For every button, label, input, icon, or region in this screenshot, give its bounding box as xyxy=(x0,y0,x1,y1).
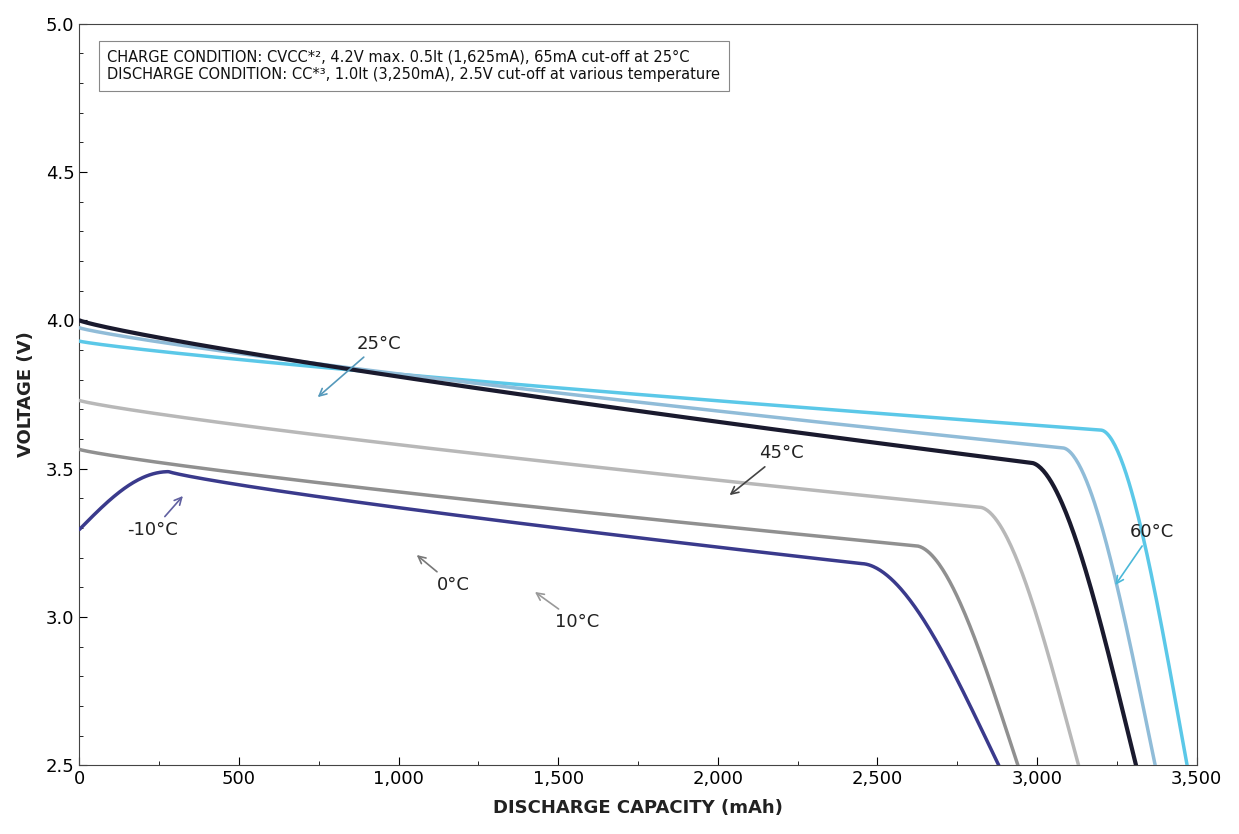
Text: 0°C: 0°C xyxy=(418,556,470,595)
Text: 45°C: 45°C xyxy=(731,445,804,494)
Text: CHARGE CONDITION: CVCC*², 4.2V max. 0.5lt (1,625mA), 65mA cut-off at 25°C
DISCHA: CHARGE CONDITION: CVCC*², 4.2V max. 0.5l… xyxy=(108,50,720,82)
Text: 25°C: 25°C xyxy=(320,334,401,396)
X-axis label: DISCHARGE CAPACITY (mAh): DISCHARGE CAPACITY (mAh) xyxy=(493,799,783,817)
Text: 60°C: 60°C xyxy=(1116,523,1173,584)
Text: 10°C: 10°C xyxy=(536,593,600,631)
Y-axis label: VOLTAGE (V): VOLTAGE (V) xyxy=(16,332,35,457)
Text: -10°C: -10°C xyxy=(128,497,182,540)
